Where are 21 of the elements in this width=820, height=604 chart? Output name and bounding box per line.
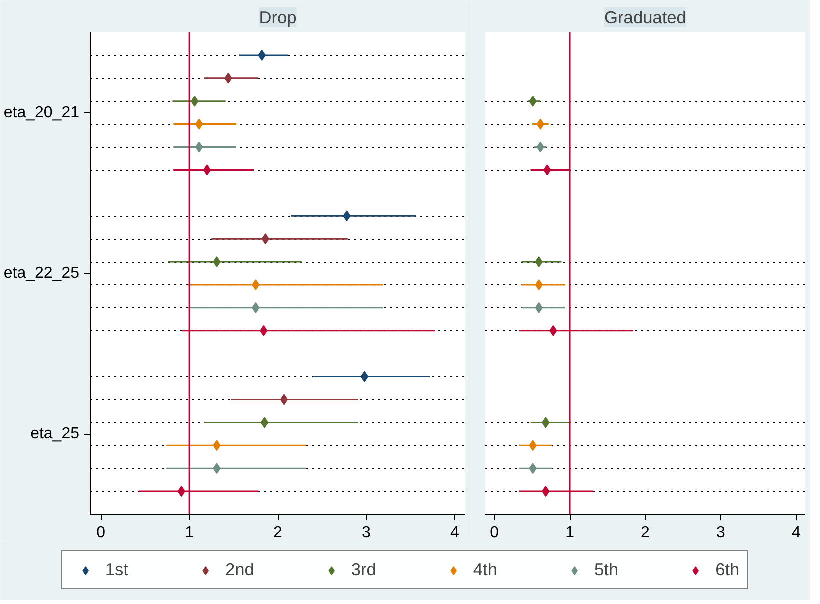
x-tick-label: 2 — [641, 524, 650, 542]
x-tick-label: 1 — [185, 524, 194, 542]
x-tick-label: 0 — [490, 524, 500, 542]
legend-label: 3rd — [351, 560, 376, 580]
legend-label: 4th — [473, 560, 498, 580]
x-tick-label: 1 — [566, 524, 575, 542]
y-tick-label: eta_22_25 — [4, 265, 80, 282]
x-tick-label: 4 — [792, 524, 801, 542]
chart-title: Graduated — [604, 8, 686, 28]
x-tick-label: 3 — [362, 524, 371, 542]
chart-title: Drop — [259, 8, 297, 28]
legend-label: 5th — [594, 560, 619, 580]
x-tick-label: 3 — [716, 524, 726, 542]
legend-label: 2nd — [225, 560, 254, 580]
legend-label: 6th — [716, 560, 740, 580]
x-tick-label: 4 — [450, 524, 460, 542]
y-tick-label: eta_20_21 — [4, 104, 80, 122]
x-tick-label: 0 — [96, 524, 106, 542]
x-tick-label: 2 — [274, 524, 283, 542]
y-tick-label: eta_25 — [30, 426, 80, 443]
legend-label: 1st — [105, 560, 128, 580]
